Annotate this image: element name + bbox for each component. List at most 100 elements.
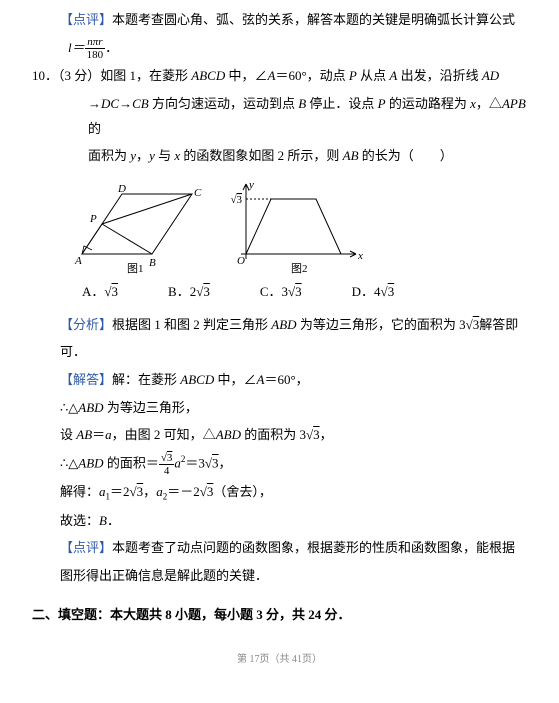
sol-s3a: 设 [60,427,76,442]
f2-x: x [357,250,363,262]
sol-s1c: ＝60°， [264,372,308,387]
solution-label: 【解答】 [60,372,112,387]
q-number: 10． [32,68,58,83]
sol-s1a: 在菱形 [138,372,180,387]
options-row: A．√3 B．2√3 C．3√3 D．4√3 [32,280,527,305]
question-line-3: 面积为 y，y 与 x 的函数图象如图 2 所示，则 AB 的长为（ ） [32,144,527,169]
sol-eq2: ＝2 [110,484,130,499]
f1-caption: 图1 [127,262,144,274]
q-eq60: ＝60°，动点 [275,68,348,83]
sol-eq: ＝ [92,427,105,442]
figure-1: D C P A B 图1 [72,184,207,274]
sol-ab: AB [76,427,92,442]
opt-c-letter: C． [260,284,282,299]
solution-line-6: 故选：B． [32,509,527,534]
q-l3c: 与 [155,148,175,163]
review2-label: 【点评】 [60,540,112,555]
sol-s3b: ，由图 2 可知，△ [112,427,216,442]
sol-s2b: 为等边三角形， [104,400,198,415]
opt-c-val: 3 [295,284,302,299]
q-B: B [298,96,306,111]
sol-abd: ABD [78,400,103,415]
q-l2b: 停止．设点 [306,96,378,111]
option-a: A．√3 [82,280,118,305]
opt-d-letter: D． [352,284,374,299]
sol-abd3: ABD [78,456,103,471]
analysis-line-1: 【分析】根据图 1 和图 2 判定三角形 ABD 为等边三角形，它的面积为 3√… [32,313,527,338]
sol-abd2: ABD [216,427,241,442]
review-label: 【点评】 [60,12,112,27]
f1-P: P [89,213,97,225]
rev2-t1: 本题考查了动点问题的函数图象，根据菱形的性质和函数图象，能根据 [112,540,515,555]
an-t2: 为等边三角形，它的面积为 3 [297,317,466,332]
review2-line-2: 图形得出正确信息是解此题的关键． [32,564,527,589]
q-AD: AD [482,68,499,83]
formula-l: l＝ [68,40,85,55]
sol-fnum: 3 [167,452,173,464]
sol-s1b: 中，∠ [214,372,256,387]
option-c: C．3√3 [260,280,302,305]
opt-b-val: 3 [203,284,210,299]
sol-abcd: ABCD [180,372,214,387]
sol-neg: ＝－2 [167,484,200,499]
q-P: P [349,68,357,83]
formula-frac: nπr180 [85,36,106,61]
svg-text:3√3: 3√3 [231,194,243,206]
f2-ylabel-val: 3 [237,194,243,206]
sol-frac: √34 [159,452,175,477]
q-l2a: 方向匀速运动，运动到点 [149,96,299,111]
an-abd: ABD [271,317,296,332]
sol-s4b: 的面积＝ [104,456,159,471]
q-l1b: 中，∠ [225,68,267,83]
sol-s4a: ∴△ [60,456,78,471]
opt-d-val: 3 [388,284,395,299]
f2-caption: 图2 [291,262,308,274]
q-l2d: ，△ [476,96,502,111]
question-line-1: 10．（3 分）如图 1，在菱形 ABCD 中，∠A＝60°，动点 P 从点 A… [32,64,527,89]
opt-a-val: 3 [112,284,119,299]
q-l3e: 的长为（ ） [359,148,453,163]
f1-B: B [149,257,156,269]
f2-O: O [237,255,245,267]
figure-2: y x O 3√3 图2 [231,179,366,274]
option-b: B．2√3 [168,280,210,305]
formula-den: 180 [85,49,106,61]
sol-s5a: 解得： [60,484,99,499]
q-l2c: 的运动路程为 [386,96,471,111]
q-l1c: 从点 [357,68,390,83]
f2-y: y [248,179,254,191]
q-l3b: ， [136,148,149,163]
q-AB: AB [343,148,359,163]
figure-1-svg: D C P A B 图1 [72,184,207,274]
solution-line-3: 设 AB＝a，由图 2 可知，△ABD 的面积为 3√3， [32,423,527,448]
sol-s2a: ∴△ [60,400,78,415]
q-l3a: 面积为 [88,148,130,163]
opt-b-letter: B． [168,284,190,299]
sol-comma2: ， [219,456,232,471]
sol-s5c: （舍去）， [213,484,272,499]
q-DC: DC [101,96,119,111]
solution-line-5: 解得：a1＝2√3，a2＝－2√3（舍去）， [32,480,527,506]
solution-line-1: 【解答】解：在菱形 ABCD 中，∠A＝60°， [32,368,527,393]
sol-prefix: 解： [112,372,138,387]
f1-A: A [74,255,82,267]
q-P2: P [378,96,386,111]
sol-s4c: ＝3 [185,456,205,471]
f1-C: C [194,187,202,199]
analysis-label: 【分析】 [60,317,112,332]
rev2-t2: 图形得出正确信息是解此题的关键． [60,568,268,583]
q-CB: CB [132,96,149,111]
arrow2: → [119,96,132,111]
formula-num: nπr [87,36,102,48]
figures-row: D C P A B 图1 y x O [32,179,527,274]
formula-suffix: ． [105,40,118,55]
q-APB: APB [502,96,526,111]
sol-fden: 4 [159,465,175,477]
f1-D: D [117,184,126,195]
sol-period: ． [107,513,120,528]
q-points: （3 分） [58,68,100,83]
sol-s5b: ， [143,484,156,499]
an-t4: 可． [60,344,86,359]
q-l1a: 如图 1，在菱形 [100,68,191,83]
page-footer: 第 17页（共 41页） [32,650,527,669]
